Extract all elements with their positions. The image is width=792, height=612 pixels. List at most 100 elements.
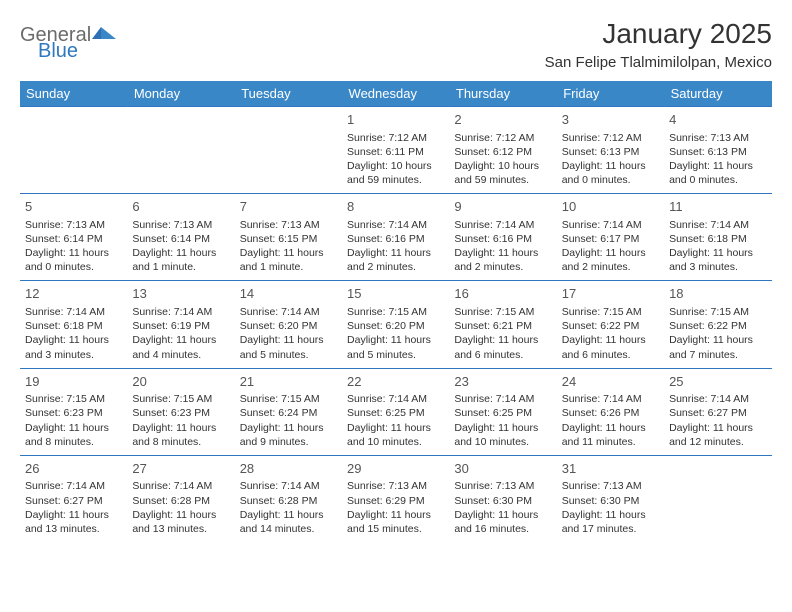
- day-number: 2: [454, 111, 551, 129]
- daylight-line: Daylight: 11 hours and 14 minutes.: [240, 508, 337, 536]
- calendar-day-cell: 31Sunrise: 7:13 AMSunset: 6:30 PMDayligh…: [557, 455, 664, 549]
- daylight-line: Daylight: 11 hours and 3 minutes.: [25, 333, 122, 361]
- sun-info: Sunrise: 7:13 AMSunset: 6:30 PMDaylight:…: [454, 479, 551, 536]
- logo-shape-icon: [92, 24, 118, 47]
- sunrise-line: Sunrise: 7:14 AM: [25, 479, 122, 493]
- sunset-line: Sunset: 6:30 PM: [562, 494, 659, 508]
- daylight-line: Daylight: 11 hours and 17 minutes.: [562, 508, 659, 536]
- sun-info: Sunrise: 7:14 AMSunset: 6:27 PMDaylight:…: [669, 392, 766, 449]
- daylight-line: Daylight: 11 hours and 6 minutes.: [562, 333, 659, 361]
- day-number: 13: [132, 285, 229, 303]
- sunset-line: Sunset: 6:26 PM: [562, 406, 659, 420]
- day-number: 17: [562, 285, 659, 303]
- calendar-day-cell: 7Sunrise: 7:13 AMSunset: 6:15 PMDaylight…: [235, 194, 342, 281]
- daylight-line: Daylight: 11 hours and 9 minutes.: [240, 421, 337, 449]
- day-number: 22: [347, 373, 444, 391]
- sun-info: Sunrise: 7:14 AMSunset: 6:18 PMDaylight:…: [669, 218, 766, 275]
- sun-info: Sunrise: 7:14 AMSunset: 6:25 PMDaylight:…: [454, 392, 551, 449]
- daylight-line: Daylight: 11 hours and 1 minute.: [240, 246, 337, 274]
- daylight-line: Daylight: 11 hours and 2 minutes.: [347, 246, 444, 274]
- day-number: 19: [25, 373, 122, 391]
- sun-info: Sunrise: 7:13 AMSunset: 6:29 PMDaylight:…: [347, 479, 444, 536]
- day-number: 25: [669, 373, 766, 391]
- calendar-week-row: 5Sunrise: 7:13 AMSunset: 6:14 PMDaylight…: [20, 194, 772, 281]
- sunrise-line: Sunrise: 7:14 AM: [25, 305, 122, 319]
- sunset-line: Sunset: 6:23 PM: [132, 406, 229, 420]
- sunset-line: Sunset: 6:30 PM: [454, 494, 551, 508]
- sun-info: Sunrise: 7:14 AMSunset: 6:16 PMDaylight:…: [347, 218, 444, 275]
- calendar-table: Sunday Monday Tuesday Wednesday Thursday…: [20, 81, 772, 549]
- calendar-day-cell: 26Sunrise: 7:14 AMSunset: 6:27 PMDayligh…: [20, 455, 127, 549]
- sunrise-line: Sunrise: 7:15 AM: [669, 305, 766, 319]
- sun-info: Sunrise: 7:15 AMSunset: 6:22 PMDaylight:…: [562, 305, 659, 362]
- sunrise-line: Sunrise: 7:14 AM: [132, 305, 229, 319]
- sunset-line: Sunset: 6:25 PM: [347, 406, 444, 420]
- sunrise-line: Sunrise: 7:14 AM: [132, 479, 229, 493]
- calendar-day-cell: 15Sunrise: 7:15 AMSunset: 6:20 PMDayligh…: [342, 281, 449, 368]
- day-number: 15: [347, 285, 444, 303]
- sun-info: Sunrise: 7:15 AMSunset: 6:23 PMDaylight:…: [25, 392, 122, 449]
- daylight-line: Daylight: 11 hours and 16 minutes.: [454, 508, 551, 536]
- day-number: 20: [132, 373, 229, 391]
- daylight-line: Daylight: 11 hours and 3 minutes.: [669, 246, 766, 274]
- sunset-line: Sunset: 6:15 PM: [240, 232, 337, 246]
- daylight-line: Daylight: 11 hours and 0 minutes.: [669, 159, 766, 187]
- sun-info: Sunrise: 7:15 AMSunset: 6:21 PMDaylight:…: [454, 305, 551, 362]
- sun-info: Sunrise: 7:14 AMSunset: 6:20 PMDaylight:…: [240, 305, 337, 362]
- day-header-sun: Sunday: [20, 81, 127, 107]
- calendar-day-cell: 23Sunrise: 7:14 AMSunset: 6:25 PMDayligh…: [449, 368, 556, 455]
- sun-info: Sunrise: 7:13 AMSunset: 6:30 PMDaylight:…: [562, 479, 659, 536]
- daylight-line: Daylight: 11 hours and 12 minutes.: [669, 421, 766, 449]
- sunset-line: Sunset: 6:28 PM: [132, 494, 229, 508]
- logo-word-blue: Blue: [38, 40, 78, 63]
- day-header-mon: Monday: [127, 81, 234, 107]
- sun-info: Sunrise: 7:15 AMSunset: 6:22 PMDaylight:…: [669, 305, 766, 362]
- calendar-day-cell: 1Sunrise: 7:12 AMSunset: 6:11 PMDaylight…: [342, 107, 449, 194]
- calendar-day-cell: [235, 107, 342, 194]
- calendar-day-cell: 6Sunrise: 7:13 AMSunset: 6:14 PMDaylight…: [127, 194, 234, 281]
- sunset-line: Sunset: 6:27 PM: [669, 406, 766, 420]
- sunrise-line: Sunrise: 7:14 AM: [454, 392, 551, 406]
- calendar-day-cell: [20, 107, 127, 194]
- sun-info: Sunrise: 7:12 AMSunset: 6:13 PMDaylight:…: [562, 131, 659, 188]
- sunrise-line: Sunrise: 7:15 AM: [240, 392, 337, 406]
- calendar-day-cell: 5Sunrise: 7:13 AMSunset: 6:14 PMDaylight…: [20, 194, 127, 281]
- daylight-line: Daylight: 10 hours and 59 minutes.: [454, 159, 551, 187]
- day-number: 28: [240, 460, 337, 478]
- daylight-line: Daylight: 11 hours and 8 minutes.: [25, 421, 122, 449]
- sunset-line: Sunset: 6:24 PM: [240, 406, 337, 420]
- calendar-body: 1Sunrise: 7:12 AMSunset: 6:11 PMDaylight…: [20, 107, 772, 550]
- sunset-line: Sunset: 6:22 PM: [562, 319, 659, 333]
- sun-info: Sunrise: 7:13 AMSunset: 6:15 PMDaylight:…: [240, 218, 337, 275]
- sunrise-line: Sunrise: 7:15 AM: [562, 305, 659, 319]
- sunrise-line: Sunrise: 7:13 AM: [240, 218, 337, 232]
- sun-info: Sunrise: 7:14 AMSunset: 6:18 PMDaylight:…: [25, 305, 122, 362]
- sunrise-line: Sunrise: 7:12 AM: [347, 131, 444, 145]
- sunrise-line: Sunrise: 7:14 AM: [347, 392, 444, 406]
- daylight-line: Daylight: 11 hours and 10 minutes.: [347, 421, 444, 449]
- sunrise-line: Sunrise: 7:13 AM: [562, 479, 659, 493]
- sunset-line: Sunset: 6:11 PM: [347, 145, 444, 159]
- sunrise-line: Sunrise: 7:14 AM: [562, 218, 659, 232]
- sunrise-line: Sunrise: 7:14 AM: [240, 305, 337, 319]
- sunrise-line: Sunrise: 7:12 AM: [562, 131, 659, 145]
- sun-info: Sunrise: 7:12 AMSunset: 6:12 PMDaylight:…: [454, 131, 551, 188]
- calendar-day-cell: 13Sunrise: 7:14 AMSunset: 6:19 PMDayligh…: [127, 281, 234, 368]
- calendar-day-cell: 25Sunrise: 7:14 AMSunset: 6:27 PMDayligh…: [664, 368, 771, 455]
- sunset-line: Sunset: 6:16 PM: [347, 232, 444, 246]
- sunrise-line: Sunrise: 7:14 AM: [454, 218, 551, 232]
- calendar-page: General Blue January 2025 San Felipe Tla…: [0, 0, 792, 559]
- sunrise-line: Sunrise: 7:15 AM: [347, 305, 444, 319]
- sunrise-line: Sunrise: 7:14 AM: [240, 479, 337, 493]
- calendar-header-row: Sunday Monday Tuesday Wednesday Thursday…: [20, 81, 772, 107]
- daylight-line: Daylight: 11 hours and 13 minutes.: [25, 508, 122, 536]
- daylight-line: Daylight: 11 hours and 15 minutes.: [347, 508, 444, 536]
- calendar-day-cell: 12Sunrise: 7:14 AMSunset: 6:18 PMDayligh…: [20, 281, 127, 368]
- calendar-day-cell: [127, 107, 234, 194]
- calendar-day-cell: 21Sunrise: 7:15 AMSunset: 6:24 PMDayligh…: [235, 368, 342, 455]
- sun-info: Sunrise: 7:14 AMSunset: 6:27 PMDaylight:…: [25, 479, 122, 536]
- sun-info: Sunrise: 7:13 AMSunset: 6:14 PMDaylight:…: [25, 218, 122, 275]
- sun-info: Sunrise: 7:14 AMSunset: 6:17 PMDaylight:…: [562, 218, 659, 275]
- sunrise-line: Sunrise: 7:14 AM: [347, 218, 444, 232]
- sunrise-line: Sunrise: 7:15 AM: [25, 392, 122, 406]
